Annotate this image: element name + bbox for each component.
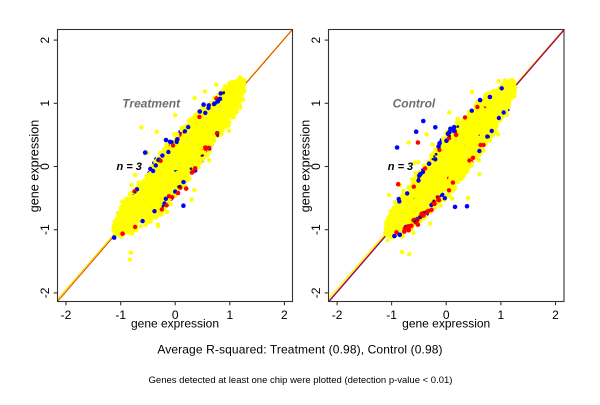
svg-text:n = 3: n = 3 [388,161,413,173]
svg-text:1: 1 [226,308,233,322]
svg-text:Control: Control [393,97,436,111]
svg-text:-1: -1 [386,308,397,322]
svg-text:Treatment: Treatment [122,97,181,111]
svg-text:Genes detected at least one ch: Genes detected at least one chip were pl… [149,375,453,386]
svg-text:0: 0 [443,308,450,322]
svg-text:1: 1 [309,100,323,107]
svg-text:gene expression: gene expression [402,317,490,331]
svg-text:gene expression: gene expression [131,317,219,331]
svg-text:-2: -2 [309,287,323,298]
svg-text:2: 2 [552,308,559,322]
svg-text:2: 2 [309,36,323,43]
svg-text:gene expression: gene expression [299,120,313,212]
svg-text:2: 2 [38,36,52,43]
svg-text:2: 2 [281,308,288,322]
svg-text:-1: -1 [115,308,126,322]
svg-text:1: 1 [38,100,52,107]
svg-text:0: 0 [309,163,323,170]
svg-text:0: 0 [38,163,52,170]
svg-text:gene expression: gene expression [28,120,42,212]
svg-text:Average R-squared: Treatment (: Average R-squared: Treatment (0.98), Con… [157,342,442,356]
svg-text:-2: -2 [38,287,52,298]
svg-text:1: 1 [498,308,505,322]
svg-text:-2: -2 [61,308,72,322]
svg-text:-2: -2 [332,308,343,322]
svg-text:-1: -1 [38,224,52,235]
svg-text:0: 0 [172,308,179,322]
svg-text:-1: -1 [309,224,323,235]
svg-text:n = 3: n = 3 [117,161,142,173]
